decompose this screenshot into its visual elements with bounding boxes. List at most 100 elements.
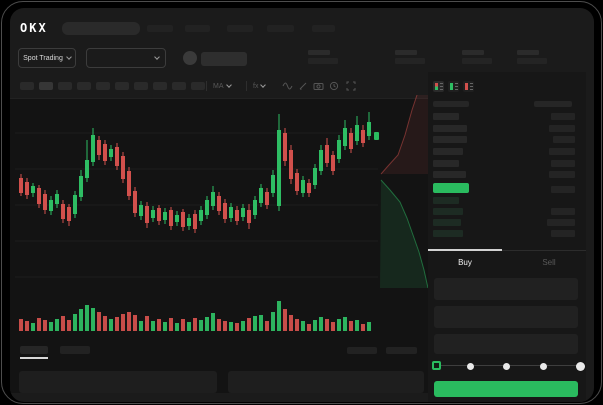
timeframe-button[interactable] bbox=[134, 82, 148, 90]
camera-icon[interactable] bbox=[313, 79, 324, 93]
indicators-label: fx bbox=[253, 82, 259, 90]
volume-bar bbox=[349, 321, 353, 331]
volume-bar bbox=[217, 319, 221, 331]
chevron-down-icon bbox=[66, 54, 72, 60]
pair-title-placeholder bbox=[201, 52, 247, 66]
bottom-tab[interactable] bbox=[60, 346, 90, 354]
ask-amount-placeholder bbox=[549, 125, 575, 132]
toolbar-separator bbox=[10, 98, 428, 99]
total-input[interactable] bbox=[434, 334, 578, 354]
orderbook-view-asks-icon[interactable] bbox=[463, 81, 474, 92]
volume-bar bbox=[139, 321, 143, 331]
slider-dot-50[interactable] bbox=[502, 362, 510, 370]
nav-item-placeholder[interactable] bbox=[267, 25, 294, 32]
volume-bar bbox=[91, 308, 95, 331]
orderbook-view-bids-icon[interactable] bbox=[448, 81, 459, 92]
bid-price-placeholder bbox=[433, 230, 463, 237]
toolbar-divider bbox=[206, 81, 207, 91]
price-input[interactable] bbox=[434, 278, 578, 300]
volume-bar bbox=[133, 315, 137, 331]
candlestick bbox=[37, 185, 41, 331]
volume-bar bbox=[241, 321, 245, 331]
candlestick bbox=[337, 135, 341, 331]
slider-dot-25[interactable] bbox=[466, 362, 474, 370]
candlestick bbox=[199, 206, 203, 331]
candlestick bbox=[163, 208, 167, 331]
candlestick bbox=[217, 192, 221, 331]
timeframe-button[interactable] bbox=[172, 82, 186, 90]
ma-overlay-button[interactable]: MA bbox=[213, 79, 232, 93]
tab-buy[interactable]: Buy bbox=[458, 258, 472, 267]
candlestick bbox=[253, 196, 257, 331]
wave-icon[interactable] bbox=[282, 79, 293, 93]
candlestick bbox=[181, 209, 185, 331]
volume-bar bbox=[73, 314, 77, 331]
candlestick bbox=[67, 204, 71, 331]
nav-item-placeholder[interactable] bbox=[227, 25, 253, 32]
volume-bar bbox=[121, 314, 125, 331]
candlestick bbox=[193, 210, 197, 331]
slider-dot-75[interactable] bbox=[539, 362, 547, 370]
volume-bar bbox=[127, 312, 131, 331]
volume-bar bbox=[313, 320, 317, 331]
candlestick bbox=[61, 200, 65, 331]
slider-dot-100[interactable] bbox=[575, 361, 585, 371]
volume-bar bbox=[307, 324, 311, 331]
candlestick bbox=[187, 214, 191, 331]
pair-selector[interactable] bbox=[86, 48, 166, 68]
candlestick bbox=[229, 203, 233, 331]
candlestick-chart[interactable] bbox=[15, 100, 378, 340]
timeframe-button[interactable] bbox=[58, 82, 72, 90]
orderbook-view-combined-icon[interactable] bbox=[433, 81, 444, 92]
candlestick bbox=[25, 178, 29, 331]
candlestick bbox=[223, 199, 227, 331]
pencil-icon[interactable] bbox=[298, 79, 308, 93]
expand-icon[interactable] bbox=[346, 79, 356, 93]
ask-price-placeholder bbox=[433, 160, 459, 167]
volume-bar bbox=[361, 324, 365, 331]
timeframe-button[interactable] bbox=[191, 82, 205, 90]
timeframe-button[interactable] bbox=[20, 82, 34, 90]
timeframe-button[interactable] bbox=[153, 82, 167, 90]
buy-submit-button[interactable] bbox=[434, 381, 578, 397]
volume-bar bbox=[187, 322, 191, 331]
amount-slider-handle[interactable] bbox=[432, 361, 441, 370]
timeframe-button[interactable] bbox=[115, 82, 129, 90]
timeframe-button[interactable] bbox=[96, 82, 110, 90]
candlestick bbox=[133, 187, 137, 331]
ask-amount-placeholder bbox=[551, 113, 575, 120]
search-input[interactable] bbox=[62, 22, 140, 35]
candlestick bbox=[241, 204, 245, 331]
nav-item-placeholder[interactable] bbox=[185, 25, 210, 32]
candlestick bbox=[247, 204, 251, 331]
candlestick bbox=[85, 140, 89, 331]
bottom-action-placeholder[interactable] bbox=[386, 347, 417, 354]
volume-bar bbox=[193, 318, 197, 331]
last-price-badge[interactable] bbox=[433, 183, 469, 193]
volume-bar bbox=[19, 319, 23, 331]
volume-bar bbox=[199, 320, 203, 331]
timeframe-button[interactable] bbox=[77, 82, 91, 90]
amount-input[interactable] bbox=[434, 306, 578, 328]
bottom-action-placeholder[interactable] bbox=[347, 347, 377, 354]
clock-icon[interactable] bbox=[329, 79, 339, 93]
candlestick bbox=[55, 190, 59, 331]
volume-bar bbox=[289, 315, 293, 331]
candlestick bbox=[91, 128, 95, 331]
bottom-tab-active[interactable] bbox=[20, 346, 48, 354]
candlestick bbox=[31, 183, 35, 331]
ask-price-placeholder bbox=[433, 136, 467, 143]
orders-panel-placeholder bbox=[19, 371, 217, 393]
candlestick bbox=[109, 145, 113, 331]
candlestick bbox=[259, 184, 263, 331]
market-type-selector[interactable]: Spot Trading bbox=[18, 48, 76, 68]
timeframe-button[interactable] bbox=[39, 82, 53, 90]
tab-sell[interactable]: Sell bbox=[542, 258, 556, 267]
ask-price-placeholder bbox=[433, 171, 466, 178]
indicators-button[interactable]: fx bbox=[253, 79, 267, 93]
nav-item-placeholder[interactable] bbox=[312, 25, 335, 32]
candlestick bbox=[283, 128, 287, 331]
nav-item-placeholder[interactable] bbox=[147, 25, 173, 32]
bid-price-placeholder bbox=[433, 219, 461, 226]
volume-bar bbox=[211, 313, 215, 331]
